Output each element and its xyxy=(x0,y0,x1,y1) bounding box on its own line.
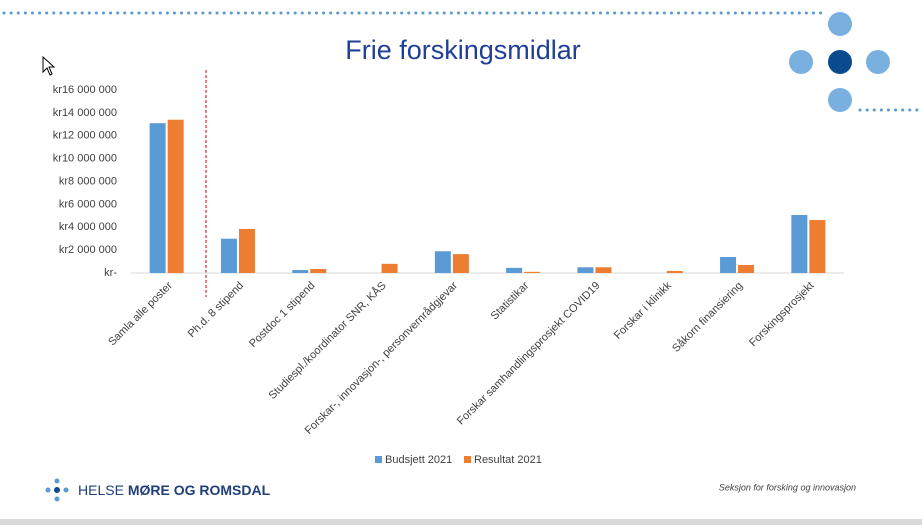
cursor xyxy=(42,55,56,76)
logo-text: HELSE MØRE OG ROMSDAL xyxy=(78,482,271,498)
legend-swatch xyxy=(464,456,471,463)
chart-title: Frie forskingsmidlar xyxy=(345,35,581,65)
y-tick-label: kr16 000 000 xyxy=(53,84,117,96)
logo-prefix: HELSE xyxy=(78,482,124,498)
bar xyxy=(524,271,541,273)
logo xyxy=(45,478,69,502)
bar xyxy=(434,251,451,273)
y-tick-label: kr10 000 000 xyxy=(53,153,117,165)
bar xyxy=(167,119,184,273)
bar xyxy=(738,264,755,273)
legend-label: Resultat 2021 xyxy=(474,454,542,466)
bar xyxy=(381,263,398,273)
logo-name: MØRE OG ROMSDAL xyxy=(128,482,271,498)
bar xyxy=(310,268,327,273)
decor-circles xyxy=(789,12,890,112)
y-tick-label: kr6 000 000 xyxy=(59,198,117,210)
y-tick-label: kr4 000 000 xyxy=(59,221,117,233)
bar xyxy=(809,220,826,273)
bar xyxy=(577,267,594,273)
y-tick-label: kr8 000 000 xyxy=(59,175,117,187)
y-tick-label: kr- xyxy=(104,267,117,279)
bar xyxy=(666,270,683,273)
y-tick-label: kr14 000 000 xyxy=(53,107,117,119)
bar xyxy=(452,254,469,273)
bottom-border xyxy=(0,519,922,525)
bar xyxy=(720,256,737,273)
bar xyxy=(238,228,255,273)
y-tick-label: kr2 000 000 xyxy=(59,244,117,256)
y-tick-label: kr12 000 000 xyxy=(53,130,117,142)
bar xyxy=(292,270,309,273)
section-text: Seksjon for forsking og innovasjon xyxy=(719,482,856,492)
bar xyxy=(791,215,808,273)
bar xyxy=(595,267,612,273)
bar xyxy=(149,123,166,273)
legend-swatch xyxy=(375,456,382,463)
bar xyxy=(506,267,523,273)
bar xyxy=(220,238,237,273)
legend-label: Budsjett 2021 xyxy=(385,454,452,466)
